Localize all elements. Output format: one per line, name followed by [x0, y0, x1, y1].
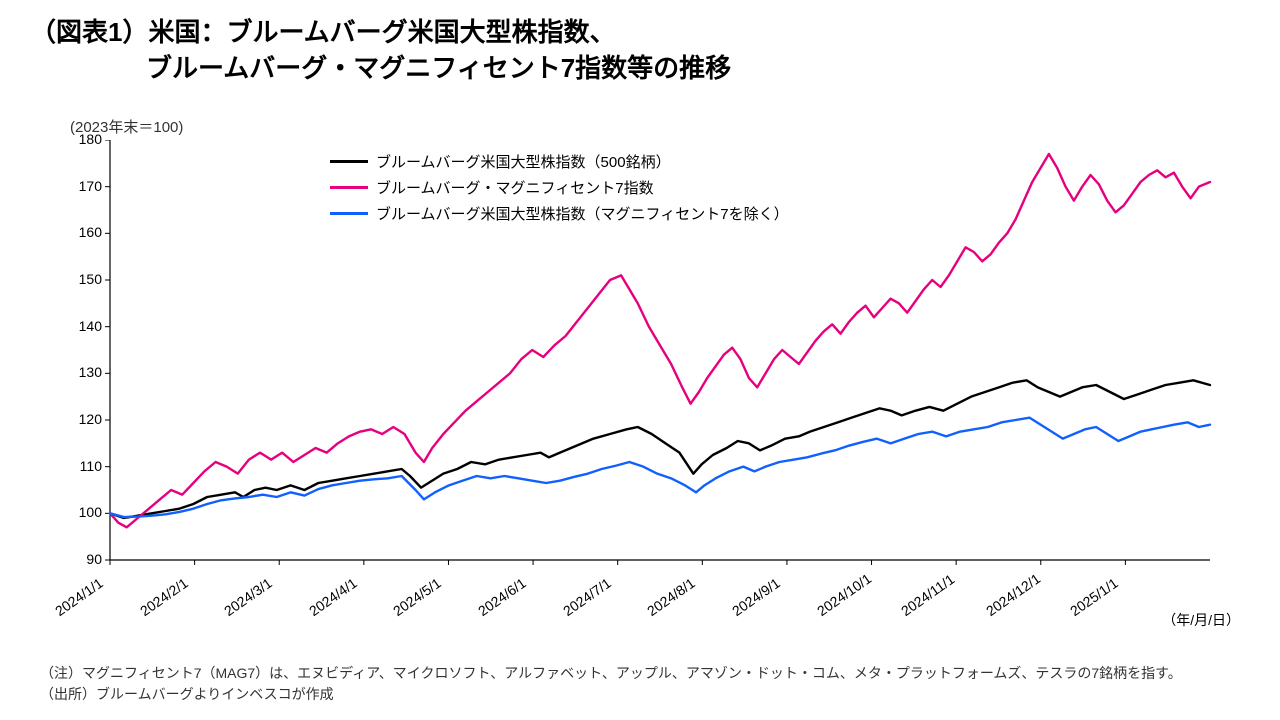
x-tick-label: 2024/8/1 [644, 575, 698, 619]
x-tick-label: 2025/1/1 [1067, 575, 1121, 619]
title-line-2: ブルームバーグ・マグニフィセント7指数等の推移 [30, 53, 731, 83]
plot-area [90, 140, 1220, 580]
x-tick-label: 2024/9/1 [729, 575, 783, 619]
y-tick-label: 100 [62, 504, 102, 520]
y-tick-label: 170 [62, 178, 102, 194]
chart-svg [90, 140, 1220, 580]
x-tick-label: 2024/4/1 [306, 575, 360, 619]
y-tick-label: 160 [62, 224, 102, 240]
title-line-1: （図表1）米国：ブルームバーグ米国大型株指数、 [30, 17, 616, 47]
y-tick-label: 130 [62, 364, 102, 380]
x-axis-unit-label: （年/月/日） [1162, 610, 1240, 630]
x-tick-label: 2024/1/1 [52, 575, 106, 619]
y-tick-label: 140 [62, 318, 102, 334]
footnote-2: （出所）ブルームバーグよりインベスコが作成 [40, 684, 1182, 704]
figure-container: { "title_line1":"（図表1）米国：ブルームバーグ米国大型株指数、… [0, 0, 1280, 720]
y-tick-label: 180 [62, 131, 102, 147]
x-tick-label: 2024/5/1 [390, 575, 444, 619]
x-tick-label: 2024/7/1 [560, 575, 614, 619]
y-tick-label: 90 [62, 551, 102, 567]
y-tick-label: 110 [62, 458, 102, 474]
chart-title: （図表1）米国：ブルームバーグ米国大型株指数、 ブルームバーグ・マグニフィセント… [30, 14, 731, 87]
footnotes: （注）マグニフィセント7（MAG7）は、エヌビディア、マイクロソフト、アルファベ… [40, 663, 1182, 704]
y-tick-label: 120 [62, 411, 102, 427]
x-tick-label: 2024/3/1 [221, 575, 275, 619]
y-tick-label: 150 [62, 271, 102, 287]
footnote-1: （注）マグニフィセント7（MAG7）は、エヌビディア、マイクロソフト、アルファベ… [40, 663, 1182, 683]
x-tick-label: 2024/2/1 [137, 575, 191, 619]
x-tick-label: 2024/6/1 [475, 575, 529, 619]
